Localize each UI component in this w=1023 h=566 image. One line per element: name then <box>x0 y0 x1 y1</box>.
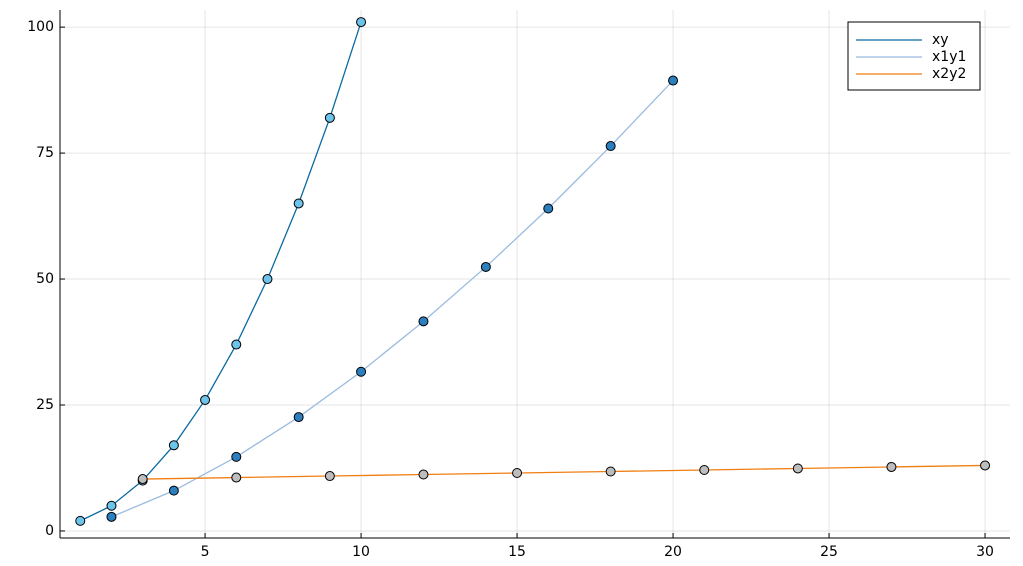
series-line <box>79 21 362 522</box>
marker <box>480 261 491 272</box>
marker <box>231 451 242 462</box>
marker <box>699 464 710 475</box>
series-line <box>142 464 986 480</box>
y-tick-label: 50 <box>36 271 54 287</box>
marker <box>356 366 367 377</box>
marker <box>293 198 304 209</box>
marker <box>356 17 367 28</box>
marker <box>137 474 148 485</box>
marker <box>324 112 335 123</box>
marker <box>106 500 117 511</box>
marker <box>231 339 242 350</box>
y-tick-label: 75 <box>36 145 54 161</box>
y-tick-label: 25 <box>36 397 54 413</box>
x-tick-label: 15 <box>508 544 526 560</box>
x-tick-label: 5 <box>201 544 210 560</box>
marker <box>512 468 523 479</box>
series-line <box>111 80 674 518</box>
x-tick-label: 30 <box>976 544 994 560</box>
legend-label: x2y2 <box>932 66 966 82</box>
marker <box>543 203 554 214</box>
marker <box>200 394 211 405</box>
y-tick-label: 0 <box>45 523 54 539</box>
marker <box>231 472 242 483</box>
marker <box>168 440 179 451</box>
marker <box>605 141 616 152</box>
marker <box>418 469 429 480</box>
x-tick-label: 25 <box>820 544 838 560</box>
legend-box <box>847 21 981 91</box>
marker <box>605 466 616 477</box>
marker <box>168 485 179 496</box>
marker <box>980 460 991 471</box>
marker <box>293 412 304 423</box>
marker <box>886 461 897 472</box>
x-tick-label: 20 <box>664 544 682 560</box>
marker <box>668 75 679 86</box>
marker <box>792 463 803 474</box>
marker <box>418 316 429 327</box>
marker <box>106 511 117 522</box>
legend-label: xy <box>932 32 949 48</box>
marker <box>262 274 273 285</box>
x-tick-label: 10 <box>352 544 370 560</box>
marker <box>75 515 86 526</box>
marker <box>324 471 335 482</box>
y-tick-label: 100 <box>27 19 54 35</box>
legend-label: x1y1 <box>932 49 966 65</box>
